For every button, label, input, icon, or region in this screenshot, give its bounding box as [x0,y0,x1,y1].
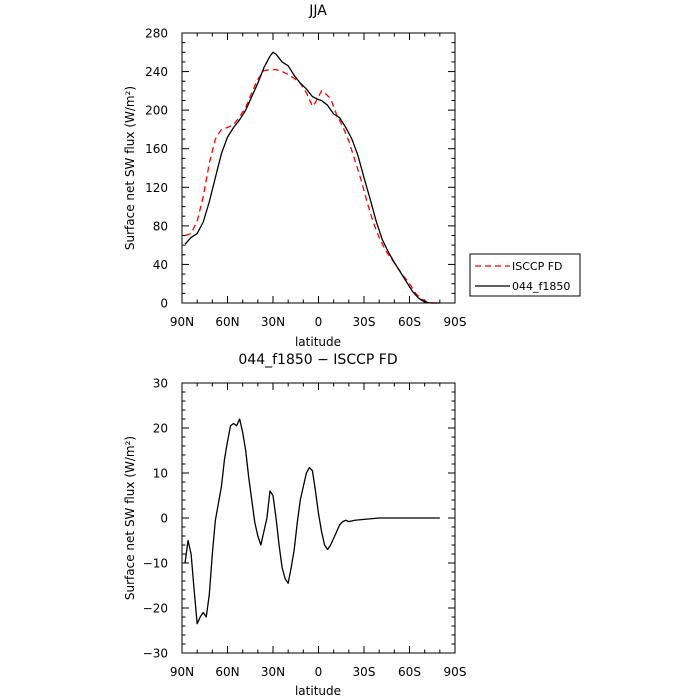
legend-box [469,253,581,297]
top-series-group [184,51,440,304]
top-y-tick-label: 80 [153,219,168,233]
top-x-axis-label: latitude [295,335,341,349]
bottom-y-tick-label: −30 [143,647,168,661]
legend-label-isccp: ISCCP FD [512,260,563,273]
top-chart-title: JJA [308,3,327,19]
bottom-y-tick-label: 10 [153,467,168,481]
top-x-tick-label: 30S [353,315,376,329]
bottom-series-line-0 [184,418,440,625]
top-x-tick-label: 90S [444,315,467,329]
top-y-tick-label: 120 [145,181,168,195]
top-x-tick-label: 60N [215,315,239,329]
bottom-chart-title: 044_f1850 − ISCCP FD [238,352,397,368]
legend: ISCCP FD 044_f1850 [469,253,581,297]
top-y-tick-label: 240 [145,65,168,79]
top-panel: JJA 90N 60N 30N 0 30S 60S 90S 0 40 80 120 160 200 240… [123,3,581,349]
bottom-y-tick-label: −20 [143,602,168,616]
bottom-x-axis-label: latitude [295,684,341,698]
top-x-tick-label: 0 [315,315,323,329]
bottom-x-tick-label: 90S [444,665,467,679]
bottom-ticks: 90N 60N 30N 0 30S 60S 90S −30 −20 −10 0 10 20 30 [143,377,467,680]
bottom-series-group [184,418,440,625]
top-x-tick-label: 90N [170,315,194,329]
top-y-axis-label: Surface net SW flux (W/m²) [123,86,137,250]
bottom-y-axis-label: Surface net SW flux (W/m²) [123,436,137,600]
legend-label-model: 044_f1850 [512,280,570,293]
bottom-x-tick-label: 90N [170,665,194,679]
bottom-panel: 044_f1850 − ISCCP FD 90N 60N 30N 0 30S 60S 90S… [123,352,466,698]
top-series-line-0 [184,68,440,304]
bottom-x-tick-label: 0 [315,665,323,679]
bottom-x-tick-label: 30N [261,665,285,679]
top-y-tick-label: 160 [145,142,168,156]
bottom-x-tick-label: 60N [215,665,239,679]
top-y-tick-label: 200 [145,104,168,118]
top-y-tick-label: 40 [153,258,168,272]
bottom-y-tick-label: 0 [160,512,168,526]
bottom-x-tick-label: 60S [398,665,421,679]
top-y-tick-label: 280 [145,27,168,41]
top-ticks: 90N 60N 30N 0 30S 60S 90S 0 40 80 120 160 200 240 280 [145,27,466,330]
top-plot-frame [181,32,456,304]
top-x-tick-label: 60S [398,315,421,329]
top-y-tick-label: 0 [160,297,168,311]
bottom-y-tick-label: 20 [153,422,168,436]
bottom-y-tick-label: 30 [153,377,168,391]
top-x-tick-label: 30N [261,315,285,329]
bottom-x-tick-label: 30S [353,665,376,679]
bottom-y-tick-label: −10 [143,557,168,571]
top-series-line-1 [184,51,440,304]
